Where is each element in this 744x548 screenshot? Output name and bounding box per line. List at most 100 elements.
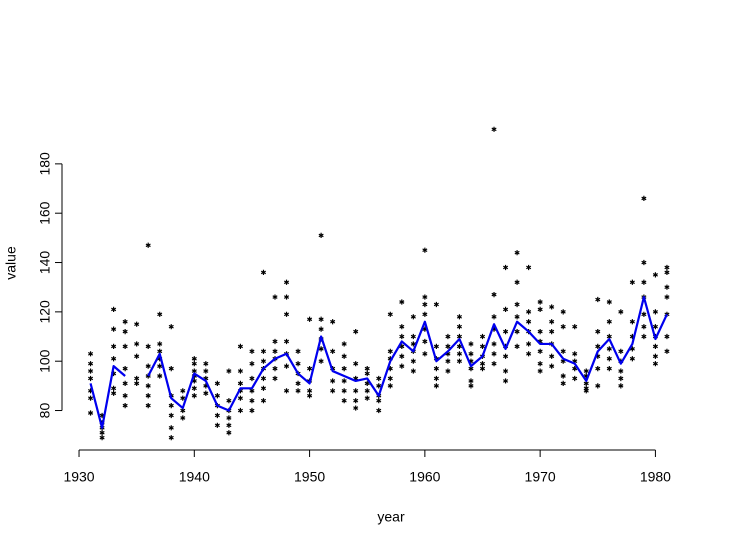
point [376, 398, 382, 404]
point [652, 343, 658, 349]
point [422, 247, 428, 253]
point [560, 380, 566, 386]
point [664, 264, 670, 271]
point [157, 363, 163, 369]
point [283, 363, 290, 369]
point [491, 126, 497, 132]
point [111, 390, 117, 396]
point [652, 309, 658, 315]
point [456, 314, 463, 320]
point [260, 358, 267, 364]
point [341, 378, 347, 384]
point [422, 311, 428, 317]
point [249, 348, 255, 354]
point [641, 333, 647, 340]
point [526, 319, 532, 325]
point [191, 356, 197, 362]
point [387, 383, 393, 389]
point [157, 341, 163, 347]
point [318, 358, 324, 364]
point [537, 306, 543, 312]
point [330, 319, 336, 325]
point [549, 363, 555, 369]
point [549, 319, 555, 325]
point [237, 343, 243, 349]
point [479, 361, 486, 367]
point [226, 368, 232, 374]
point [364, 366, 370, 372]
point [364, 395, 370, 401]
point [491, 361, 497, 367]
point [111, 343, 117, 349]
point [479, 333, 486, 340]
point [514, 301, 520, 308]
point [572, 324, 578, 330]
point [468, 378, 474, 384]
point [526, 264, 532, 271]
point [180, 395, 186, 401]
point [456, 343, 463, 349]
point [341, 398, 347, 404]
point [664, 284, 670, 290]
point [560, 348, 566, 354]
point [399, 299, 405, 305]
point [560, 309, 566, 315]
point [111, 306, 117, 312]
point [410, 333, 416, 340]
point [214, 412, 220, 419]
point [629, 319, 635, 325]
x-tick-label: 1940 [179, 469, 210, 485]
point [122, 329, 128, 335]
point [226, 430, 232, 436]
point [652, 361, 658, 367]
point [134, 353, 140, 359]
point [272, 366, 278, 372]
y-tick-label: 120 [37, 300, 53, 324]
point [560, 373, 566, 379]
point [249, 361, 255, 367]
point [226, 422, 232, 428]
x-tick-label: 1960 [409, 469, 440, 485]
point [595, 296, 601, 303]
point [468, 351, 474, 357]
point [226, 415, 232, 421]
point [145, 242, 151, 248]
point [560, 324, 566, 330]
point [307, 388, 313, 394]
point [399, 324, 405, 330]
point [295, 380, 301, 386]
point [468, 383, 474, 389]
point [606, 319, 612, 325]
point [583, 368, 589, 374]
point [652, 272, 658, 278]
point [272, 338, 278, 345]
point [295, 348, 301, 354]
point [157, 311, 163, 317]
point [526, 351, 532, 357]
y-tick-label: 180 [37, 152, 53, 176]
point [376, 407, 382, 414]
point [226, 398, 232, 404]
point [341, 341, 347, 347]
point [134, 375, 140, 382]
point [283, 294, 290, 300]
point [191, 361, 197, 367]
point [283, 311, 290, 317]
point [422, 301, 428, 308]
point [514, 343, 520, 349]
point [549, 329, 555, 335]
point [479, 343, 486, 349]
point [479, 366, 486, 372]
point [491, 351, 497, 357]
point [341, 388, 347, 394]
point [318, 346, 324, 352]
point [237, 380, 243, 386]
point [203, 368, 209, 374]
point [618, 368, 624, 374]
point [410, 358, 416, 364]
point [99, 430, 105, 436]
point [376, 383, 382, 389]
point [422, 294, 428, 300]
x-tick-label: 1930 [63, 469, 94, 485]
point [664, 348, 670, 354]
